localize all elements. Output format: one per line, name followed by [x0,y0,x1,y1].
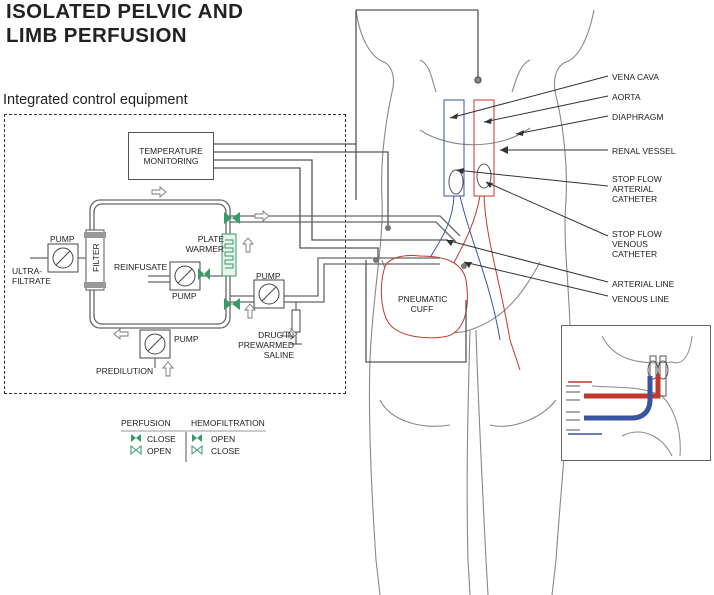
predilution-label: PREDILUTION [96,366,154,376]
filter [84,229,106,291]
pump-predilution [139,329,171,359]
label-vena-cava: VENA CAVA [612,72,659,82]
label-renal-vessel: RENAL VESSEL [612,146,676,156]
pneumatic-cuff [380,255,468,339]
catheter-detail-inset [561,325,711,461]
inset-drawing [566,335,693,457]
label-stop-flow-venous-catheter: STOP FLOW VENOUS CATHETER [612,229,662,259]
ultrafiltrate-label: ULTRA- FILTRATE [12,266,51,286]
legend-header-perfusion: PERFUSION [121,418,171,428]
pump-reinfusate [169,261,201,291]
title-line-1: ISOLATED PELVIC AND [6,0,244,23]
label-venous-line: VENOUS LINE [612,294,670,304]
pump-label-predilution: PUMP [174,334,199,344]
diagram-title: ISOLATED PELVIC AND LIMB PERFUSION [6,0,243,48]
temperature-lines [214,9,482,363]
label-diaphragm: DIAPHRAGM [612,112,664,122]
pump-label-main: PUMP [256,271,281,281]
legend-hemo-close: CLOSE [211,446,240,456]
plate-warmer [221,233,237,277]
legend-header-hemofiltration: HEMOFILTRATION [191,418,265,428]
pump-label-reinfusate: PUMP [172,291,197,301]
legend-perfusion-open: OPEN [147,446,172,456]
legend-hemo-open: OPEN [211,434,236,444]
plate-warmer-label: PLATE WARMER [185,234,224,254]
reinfusate-label: REINFUSATE [114,262,168,272]
connector-dot [385,225,391,231]
valves [198,212,240,310]
side-lines [30,257,222,368]
connector-dot [461,263,467,269]
legend-perfusion-close: CLOSE [147,434,176,444]
title-line-2: LIMB PERFUSION [6,24,187,47]
label-arterial-line: ARTERIAL LINE [612,279,675,289]
pump-ultrafiltrate [47,243,79,273]
pump-label-ultrafiltrate: PUMP [50,234,75,244]
pump-main [253,279,285,309]
label-stop-flow-arterial-catheter: STOP FLOW ARTERIAL CATHETER [612,174,662,204]
control-equipment-box [4,114,346,394]
leader-lines [445,75,609,297]
temperature-monitoring-label: TEMPERATURE MONITORING [139,146,203,166]
flow-arrows [113,186,298,377]
connector-dot [373,257,379,263]
filter-label: FILTER [91,243,101,272]
leader-arrowheads [446,113,524,268]
label-aorta: AORTA [612,92,641,102]
equipment-subtitle: Integrated control equipment [3,92,188,108]
temperature-monitoring-box: TEMPERATURE MONITORING [128,132,214,180]
legend-symbols [130,434,203,456]
drug-label: DRUG IN PREWARMED SALINE [238,330,294,360]
pneumatic-cuff-label: PNEUMATIC CUFF [398,294,448,314]
